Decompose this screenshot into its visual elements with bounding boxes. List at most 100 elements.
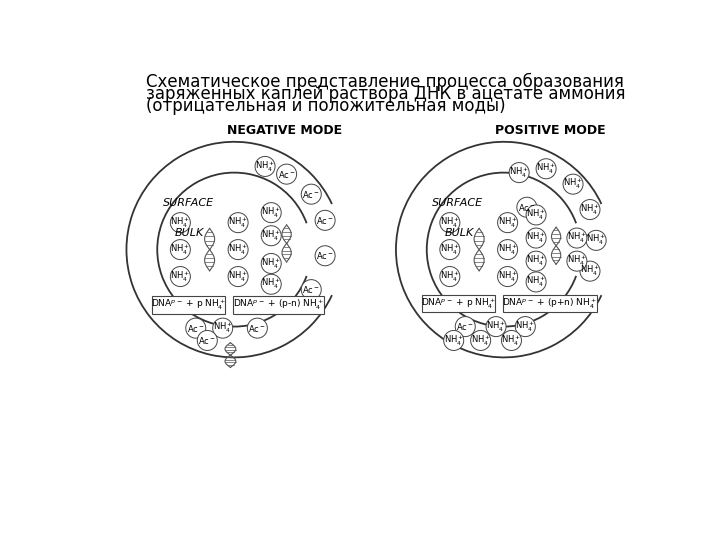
Text: NH$_4^+$: NH$_4^+$ (580, 202, 600, 217)
Text: POSITIVE MODE: POSITIVE MODE (495, 124, 606, 137)
Text: Ac$^-$: Ac$^-$ (302, 188, 320, 200)
Circle shape (440, 213, 460, 233)
Text: NH$_4^+$: NH$_4^+$ (261, 206, 282, 220)
Circle shape (567, 251, 587, 271)
Text: NH$_4^+$: NH$_4^+$ (171, 269, 190, 284)
Text: NH$_4^+$: NH$_4^+$ (526, 231, 546, 245)
Circle shape (471, 330, 490, 350)
Circle shape (261, 253, 282, 273)
Circle shape (517, 197, 537, 217)
Text: NH$_4^+$: NH$_4^+$ (440, 215, 460, 230)
Text: NH$_4^+$: NH$_4^+$ (171, 215, 190, 230)
Circle shape (516, 316, 535, 336)
Text: Ac$^-$: Ac$^-$ (278, 168, 295, 180)
Text: DNA$^{p-}$ + p NH$_4^+$: DNA$^{p-}$ + p NH$_4^+$ (151, 298, 226, 312)
Circle shape (276, 164, 297, 184)
Text: Ac$^-$: Ac$^-$ (199, 335, 216, 346)
Text: NH$_4^+$: NH$_4^+$ (563, 177, 583, 191)
Text: SURFACE: SURFACE (163, 198, 214, 208)
Circle shape (171, 267, 190, 287)
Circle shape (248, 318, 267, 338)
Circle shape (315, 211, 335, 231)
Text: NH$_4^+$: NH$_4^+$ (526, 254, 546, 268)
Circle shape (261, 226, 282, 246)
Circle shape (526, 251, 546, 271)
Circle shape (526, 205, 546, 225)
Circle shape (301, 280, 321, 300)
Circle shape (255, 157, 275, 177)
Text: NH$_4^+$: NH$_4^+$ (498, 215, 518, 230)
Text: NH$_4^+$: NH$_4^+$ (255, 159, 275, 173)
Circle shape (440, 240, 460, 260)
Text: NH$_4^+$: NH$_4^+$ (261, 277, 282, 292)
Text: Ac$^-$: Ac$^-$ (302, 284, 320, 295)
Circle shape (498, 267, 518, 287)
Circle shape (526, 228, 546, 248)
Circle shape (315, 246, 335, 266)
Text: Ac$^-$: Ac$^-$ (248, 322, 266, 334)
FancyBboxPatch shape (233, 296, 324, 314)
Text: NH$_4^+$: NH$_4^+$ (444, 333, 464, 348)
Text: Ac$^-$: Ac$^-$ (186, 322, 204, 334)
Circle shape (171, 240, 190, 260)
Text: DNA$^{p-}$ + (p+n) NH$_4^+$: DNA$^{p-}$ + (p+n) NH$_4^+$ (503, 296, 598, 310)
Text: DNA$^{p-}$ + (p-n) NH$_4^+$: DNA$^{p-}$ + (p-n) NH$_4^+$ (233, 298, 324, 312)
Text: BULK: BULK (444, 228, 474, 238)
Text: DNA$^{p-}$ + p NH$_4^+$: DNA$^{p-}$ + p NH$_4^+$ (421, 296, 495, 310)
Text: BULK: BULK (175, 228, 204, 238)
Circle shape (526, 272, 546, 292)
Text: NH$_4^+$: NH$_4^+$ (228, 215, 248, 230)
Circle shape (567, 228, 587, 248)
Text: NH$_4^+$: NH$_4^+$ (471, 333, 490, 348)
Circle shape (501, 330, 521, 350)
Circle shape (455, 316, 475, 336)
Circle shape (509, 163, 529, 183)
Text: Ac$^-$: Ac$^-$ (316, 215, 334, 226)
Circle shape (586, 231, 606, 251)
Circle shape (261, 274, 282, 294)
Text: Ac$^-$: Ac$^-$ (456, 321, 474, 332)
Circle shape (580, 261, 600, 281)
Text: NH$_4^+$: NH$_4^+$ (212, 321, 233, 335)
Text: NH$_4^+$: NH$_4^+$ (486, 320, 506, 334)
Circle shape (301, 184, 321, 204)
Circle shape (563, 174, 583, 194)
Circle shape (580, 200, 600, 220)
Text: Ac$^-$: Ac$^-$ (316, 250, 334, 261)
Text: SURFACE: SURFACE (432, 198, 483, 208)
Text: NH$_4^+$: NH$_4^+$ (567, 254, 587, 268)
Circle shape (261, 202, 282, 222)
Circle shape (228, 240, 248, 260)
FancyBboxPatch shape (503, 295, 598, 312)
Circle shape (171, 213, 190, 233)
Text: NH$_4^+$: NH$_4^+$ (498, 269, 518, 284)
Circle shape (440, 267, 460, 287)
Text: NH$_4^+$: NH$_4^+$ (567, 231, 587, 245)
Circle shape (228, 213, 248, 233)
Circle shape (212, 318, 233, 338)
FancyBboxPatch shape (422, 295, 495, 312)
Text: NH$_4^+$: NH$_4^+$ (586, 233, 606, 247)
Text: NH$_4^+$: NH$_4^+$ (228, 242, 248, 256)
Text: NH$_4^+$: NH$_4^+$ (580, 264, 600, 278)
Circle shape (486, 316, 506, 336)
Text: NH$_4^+$: NH$_4^+$ (171, 242, 190, 256)
Text: NH$_4^+$: NH$_4^+$ (526, 275, 546, 289)
Circle shape (498, 240, 518, 260)
Text: NH$_4^+$: NH$_4^+$ (509, 165, 529, 180)
Text: (отрицательная и положительная моды): (отрицательная и положительная моды) (145, 97, 505, 115)
Circle shape (444, 330, 464, 350)
Circle shape (498, 213, 518, 233)
Circle shape (197, 330, 217, 350)
Circle shape (536, 159, 556, 179)
Text: Ac$^-$: Ac$^-$ (518, 202, 536, 213)
Text: NH$_4^+$: NH$_4^+$ (440, 242, 460, 256)
Text: NH$_4^+$: NH$_4^+$ (501, 333, 521, 348)
Text: Схематическое представление процесса образования: Схематическое представление процесса обр… (145, 72, 624, 91)
Text: NH$_4^+$: NH$_4^+$ (261, 228, 282, 243)
Text: NH$_4^+$: NH$_4^+$ (536, 161, 556, 176)
Text: NH$_4^+$: NH$_4^+$ (516, 320, 535, 334)
Circle shape (186, 318, 206, 338)
Text: NH$_4^+$: NH$_4^+$ (440, 269, 460, 284)
FancyBboxPatch shape (152, 296, 225, 314)
